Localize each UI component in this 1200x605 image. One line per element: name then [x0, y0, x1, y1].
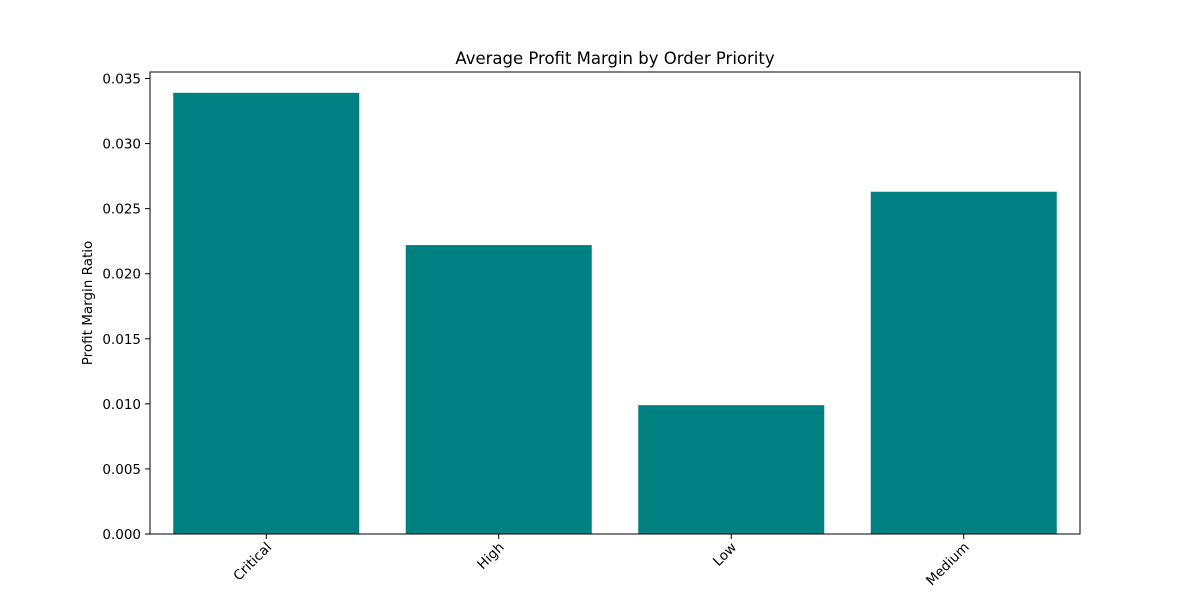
bar-low [638, 405, 825, 534]
bar-critical [173, 92, 360, 534]
y-tick-label: 0.005 [102, 462, 141, 478]
y-tick-label: 0.020 [102, 267, 141, 283]
plot-frame [149, 71, 1081, 535]
x-tick-label-low: Low [710, 540, 740, 570]
y-tick-label: 0.000 [102, 527, 141, 543]
bar-high [405, 245, 592, 534]
x-tick-label-critical: Critical [230, 540, 275, 585]
y-axis-label: Profit Margin Ratio [80, 241, 96, 366]
y-tick-label: 0.025 [102, 202, 141, 218]
bar-medium [870, 191, 1057, 535]
y-tick-label: 0.030 [102, 137, 141, 153]
x-axis-ticks: Critical High Low Medium [230, 534, 973, 589]
y-tick-label: 0.015 [102, 332, 141, 348]
chart-title: Average Profit Margin by Order Priority [455, 49, 774, 68]
x-tick-label-high: High [474, 540, 507, 573]
y-tick-label: 0.035 [102, 72, 141, 88]
y-axis-ticks: 0.000 0.005 0.010 0.015 0.020 0.025 0.030 0.035 [102, 72, 150, 543]
x-tick-label-medium: Medium [923, 540, 972, 589]
bars-layer [173, 92, 1057, 535]
y-tick-label: 0.010 [102, 397, 141, 413]
